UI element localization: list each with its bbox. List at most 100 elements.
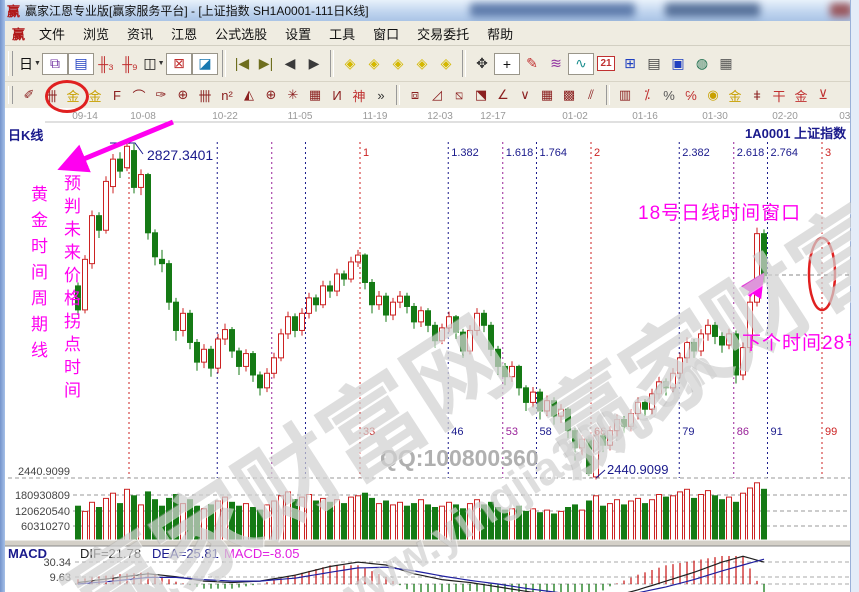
gann-diamond-3-icon[interactable]: ◈: [386, 53, 410, 75]
square-of-nine-icon[interactable]: n²: [216, 85, 238, 105]
balance-line-icon[interactable]: 干: [768, 85, 790, 105]
ratio-panel-icon[interactable]: ▥: [614, 85, 636, 105]
angle-line-icon[interactable]: ⊻: [812, 85, 834, 105]
hand-tool-icon[interactable]: ✥: [470, 53, 494, 75]
vee-lines-icon[interactable]: ∨: [514, 85, 536, 105]
kline-3-icon[interactable]: ╫₃: [94, 53, 118, 75]
percent-icon[interactable]: %: [658, 85, 680, 105]
mirror-tool-icon-glyph: ◭: [244, 87, 254, 102]
draw-pen-icon[interactable]: ✎: [520, 53, 544, 75]
wave-count-icon[interactable]: И: [326, 85, 348, 105]
menu-item-浏览[interactable]: 浏览: [83, 26, 110, 42]
gann-diamond-5-icon[interactable]: ◈: [434, 53, 458, 75]
candle-body: [201, 348, 207, 363]
grid-tool-icon[interactable]: 卌: [194, 85, 216, 105]
candle-style-selector[interactable]: ◫ ▼: [142, 53, 166, 75]
first-page-icon[interactable]: |◀: [230, 53, 254, 75]
gold-circle-icon[interactable]: ◉: [702, 85, 724, 105]
gann-wheel-icon-glyph: ⊕: [265, 87, 277, 102]
toolbar-separator: [462, 50, 466, 77]
candle-body: [453, 316, 459, 333]
circle-tool-icon-glyph: ⊕: [177, 87, 189, 102]
volume-bar: [635, 497, 641, 541]
candle-body: [145, 174, 151, 234]
day-count-label: 58: [539, 426, 551, 438]
percent-line-icon[interactable]: ⁒: [636, 85, 658, 105]
arc-tool-icon[interactable]: ⌒: [128, 85, 150, 105]
import-icon[interactable]: ▦: [714, 53, 738, 75]
gold-lines-icon[interactable]: 金: [724, 85, 746, 105]
band-tool-icon[interactable]: ≋: [544, 53, 568, 75]
grid2-icon[interactable]: ▦: [536, 85, 558, 105]
info-panel-icon[interactable]: ▤: [68, 52, 94, 75]
angle-lines-icon[interactable]: ∠: [492, 85, 514, 105]
menu-item-工具[interactable]: 工具: [329, 26, 356, 42]
fib-ratio-label: 2.618: [737, 147, 765, 159]
draw-tool-icon[interactable]: ✐: [18, 85, 40, 105]
parallel-lines-icon[interactable]: ⫽: [580, 85, 602, 105]
menu-item-公式选股[interactable]: 公式选股: [215, 26, 268, 42]
circle-tool-icon[interactable]: ⊕: [172, 85, 194, 105]
color-histogram-icon[interactable]: ◪: [192, 52, 218, 75]
toolbar-grip[interactable]: [8, 51, 13, 76]
menu-item-资讯[interactable]: 资讯: [127, 26, 154, 42]
notes-icon-glyph: ▤: [647, 55, 661, 71]
shaded-box-icon[interactable]: ⬔: [470, 85, 492, 105]
notes-icon[interactable]: ▤: [642, 53, 666, 75]
gold-red-icon[interactable]: 金: [790, 85, 812, 105]
candle-body: [642, 401, 648, 410]
crosshair-tool-icon[interactable]: +: [494, 52, 520, 75]
more-tools-icon[interactable]: »: [370, 85, 392, 105]
mirror-tool-icon[interactable]: ◭: [238, 85, 260, 105]
gann-diamond-2-icon[interactable]: ◈: [362, 53, 386, 75]
star-tool-icon[interactable]: ✳: [282, 85, 304, 105]
grid-tool-icon-glyph: 卌: [198, 88, 212, 104]
square-grid-icon[interactable]: ▦: [304, 85, 326, 105]
toolbar-grip[interactable]: [8, 85, 13, 105]
last-page-icon[interactable]: ▶|: [254, 53, 278, 75]
candle-body: [551, 400, 557, 417]
golden-time-cycle-icon[interactable]: 金: [62, 85, 84, 105]
menu-item-设置[interactable]: 设置: [285, 26, 312, 42]
wave-line-icon[interactable]: ∿: [568, 52, 594, 75]
menu-item-窗口[interactable]: 窗口: [373, 26, 400, 42]
next-icon[interactable]: ▶: [302, 53, 326, 75]
app-logo-icon: 赢: [7, 4, 21, 19]
period-day-selector[interactable]: 日 ▼: [18, 53, 42, 75]
candle-body: [439, 327, 445, 342]
percent-retrace-icon[interactable]: ℅: [680, 85, 702, 105]
prev-icon[interactable]: ◀: [278, 53, 302, 75]
fib-ratio-label: 2: [594, 147, 600, 159]
golden-price-cycle-icon[interactable]: 金: [84, 85, 106, 105]
menu-item-帮助[interactable]: 帮助: [487, 26, 514, 42]
calendar-21-icon[interactable]: 21: [594, 53, 618, 75]
magic-tool-icon[interactable]: 神: [348, 85, 370, 105]
fan-box-icon[interactable]: ⧅: [448, 85, 470, 105]
kline-9-icon[interactable]: ╫₉: [118, 53, 142, 75]
box-tool-icon[interactable]: ⧈: [404, 85, 426, 105]
save-icon[interactable]: ▣: [666, 53, 690, 75]
brush-tool-icon[interactable]: ✑: [150, 85, 172, 105]
measure-tool-icon[interactable]: ǂ: [746, 85, 768, 105]
calculator-icon[interactable]: ⊞: [618, 53, 642, 75]
menu-item-文件[interactable]: 文件: [39, 26, 66, 42]
gann-diamond-4-icon[interactable]: ◈: [410, 53, 434, 75]
small-arrow-annotation: [741, 272, 765, 300]
fibonacci-icon[interactable]: F: [106, 85, 128, 105]
time-grid-icon[interactable]: 卌: [40, 85, 62, 105]
menu-item-交易委托[interactable]: 交易委托: [417, 26, 470, 42]
export-icon[interactable]: ◍: [690, 53, 714, 75]
grid3-icon[interactable]: ▩: [558, 85, 580, 105]
fib-ratio-label: 1.618: [506, 147, 534, 159]
stock-pool-icon[interactable]: ⊠: [166, 52, 192, 75]
multi-window-icon[interactable]: ⧉: [42, 52, 68, 75]
candle-body: [341, 273, 347, 280]
candle-body: [446, 316, 452, 329]
candle-body: [187, 312, 193, 343]
gann-diamond-1-icon[interactable]: ◈: [338, 53, 362, 75]
menu-item-江恩[interactable]: 江恩: [171, 26, 198, 42]
candle-body: [173, 301, 179, 331]
annotation-time-window: 18号日线时间窗口: [638, 203, 802, 224]
gann-wheel-icon[interactable]: ⊕: [260, 85, 282, 105]
fan-lines-icon[interactable]: ◿: [426, 85, 448, 105]
